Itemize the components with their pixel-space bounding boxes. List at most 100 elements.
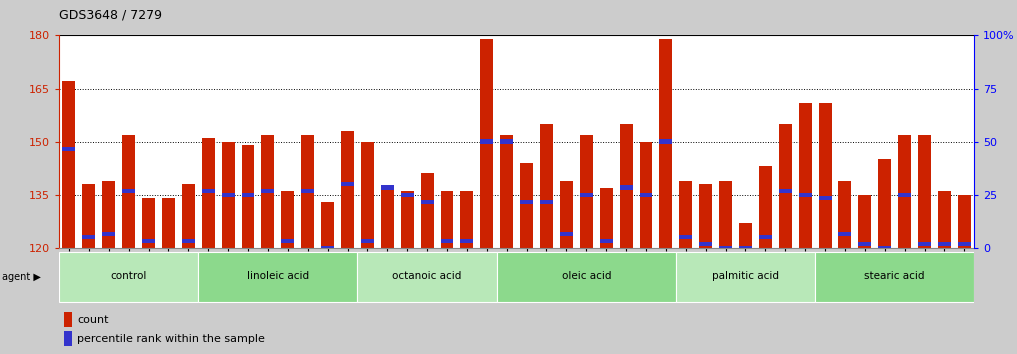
- Bar: [242, 145, 254, 248]
- Bar: [759, 235, 772, 239]
- Bar: [619, 124, 633, 248]
- Bar: [401, 191, 414, 248]
- Bar: [301, 189, 314, 193]
- Bar: [480, 39, 493, 248]
- Bar: [938, 191, 951, 248]
- Bar: [798, 193, 812, 197]
- Bar: [64, 331, 72, 346]
- Bar: [82, 184, 96, 248]
- Bar: [142, 198, 155, 248]
- Bar: [201, 138, 215, 248]
- Bar: [898, 135, 911, 248]
- Bar: [440, 239, 454, 243]
- Bar: [640, 142, 653, 248]
- Bar: [700, 184, 712, 248]
- Bar: [759, 166, 772, 248]
- Bar: [421, 200, 433, 204]
- Bar: [480, 139, 493, 144]
- Bar: [401, 193, 414, 197]
- Bar: [619, 185, 633, 190]
- Text: GDS3648 / 7279: GDS3648 / 7279: [59, 8, 162, 21]
- Bar: [282, 191, 294, 248]
- Bar: [62, 81, 75, 248]
- Bar: [838, 181, 851, 248]
- Text: agent ▶: agent ▶: [2, 272, 41, 282]
- Bar: [357, 252, 496, 302]
- Bar: [918, 242, 931, 246]
- Bar: [103, 232, 115, 236]
- Bar: [540, 200, 553, 204]
- Bar: [560, 232, 573, 236]
- Bar: [64, 312, 72, 327]
- Bar: [222, 193, 235, 197]
- Bar: [301, 135, 314, 248]
- Bar: [380, 185, 394, 190]
- Bar: [461, 239, 473, 243]
- Bar: [341, 131, 354, 248]
- Text: stearic acid: stearic acid: [864, 271, 924, 281]
- Bar: [520, 163, 533, 248]
- Bar: [819, 196, 832, 200]
- Bar: [500, 135, 514, 248]
- Bar: [819, 103, 832, 248]
- Text: linoleic acid: linoleic acid: [247, 271, 309, 281]
- Bar: [659, 139, 672, 144]
- Bar: [103, 181, 115, 248]
- Bar: [62, 147, 75, 151]
- Bar: [500, 139, 514, 144]
- Text: oleic acid: oleic acid: [561, 271, 611, 281]
- Bar: [421, 173, 433, 248]
- Bar: [182, 184, 195, 248]
- Bar: [122, 135, 135, 248]
- Bar: [815, 252, 974, 302]
- Bar: [640, 193, 653, 197]
- Bar: [182, 239, 195, 243]
- Bar: [600, 188, 612, 248]
- Bar: [719, 181, 732, 248]
- Bar: [361, 142, 374, 248]
- Bar: [242, 193, 254, 197]
- Bar: [198, 252, 357, 302]
- Bar: [779, 124, 791, 248]
- Bar: [440, 191, 454, 248]
- Bar: [380, 188, 394, 248]
- Bar: [938, 242, 951, 246]
- Bar: [676, 252, 815, 302]
- Bar: [261, 135, 275, 248]
- Bar: [739, 223, 752, 248]
- Bar: [600, 239, 612, 243]
- Bar: [700, 242, 712, 246]
- Bar: [162, 278, 175, 282]
- Bar: [122, 189, 135, 193]
- Bar: [798, 103, 812, 248]
- Text: percentile rank within the sample: percentile rank within the sample: [77, 334, 265, 344]
- Bar: [719, 246, 732, 250]
- Bar: [222, 142, 235, 248]
- Bar: [659, 39, 672, 248]
- Bar: [879, 159, 891, 248]
- Bar: [918, 135, 931, 248]
- Text: control: control: [111, 271, 146, 281]
- Bar: [858, 242, 872, 246]
- Bar: [341, 182, 354, 186]
- Bar: [361, 239, 374, 243]
- Bar: [82, 235, 96, 239]
- Bar: [779, 189, 791, 193]
- Text: octanoic acid: octanoic acid: [393, 271, 462, 281]
- Bar: [958, 242, 971, 246]
- Bar: [282, 239, 294, 243]
- Bar: [520, 200, 533, 204]
- Bar: [679, 235, 693, 239]
- Bar: [540, 124, 553, 248]
- Bar: [580, 193, 593, 197]
- Bar: [321, 202, 334, 248]
- Bar: [560, 181, 573, 248]
- Bar: [321, 246, 334, 250]
- Bar: [898, 193, 911, 197]
- Bar: [879, 246, 891, 250]
- Bar: [201, 189, 215, 193]
- Bar: [162, 198, 175, 248]
- Bar: [838, 232, 851, 236]
- Bar: [59, 252, 198, 302]
- Bar: [679, 181, 693, 248]
